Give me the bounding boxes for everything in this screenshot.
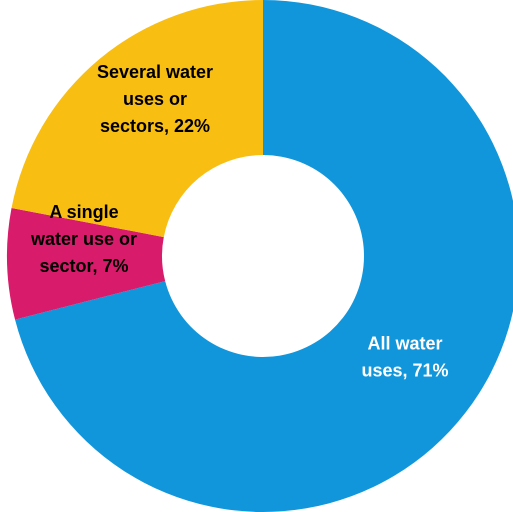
donut-slice-2: [11, 0, 263, 238]
donut-slices: [6, 0, 513, 512]
slice-label-1-line-1: water use or: [30, 229, 137, 249]
donut-slice-0: [15, 0, 513, 512]
slice-label-2-line-0: Several water: [97, 62, 213, 82]
donut-slice-1: [6, 208, 166, 320]
slice-label-2-line-2: sectors, 22%: [100, 116, 210, 136]
slice-label-2-line-1: uses or: [123, 89, 187, 109]
donut-labels: All water uses, 71% A single water use or se…: [30, 62, 449, 381]
slice-label-1-line-0: A single: [49, 202, 118, 222]
slice-label-0-line-0: All water: [367, 333, 442, 353]
slice-label-1-line-2: sector, 7%: [39, 256, 128, 276]
slice-label-0-line-1: uses, 71%: [361, 360, 448, 380]
